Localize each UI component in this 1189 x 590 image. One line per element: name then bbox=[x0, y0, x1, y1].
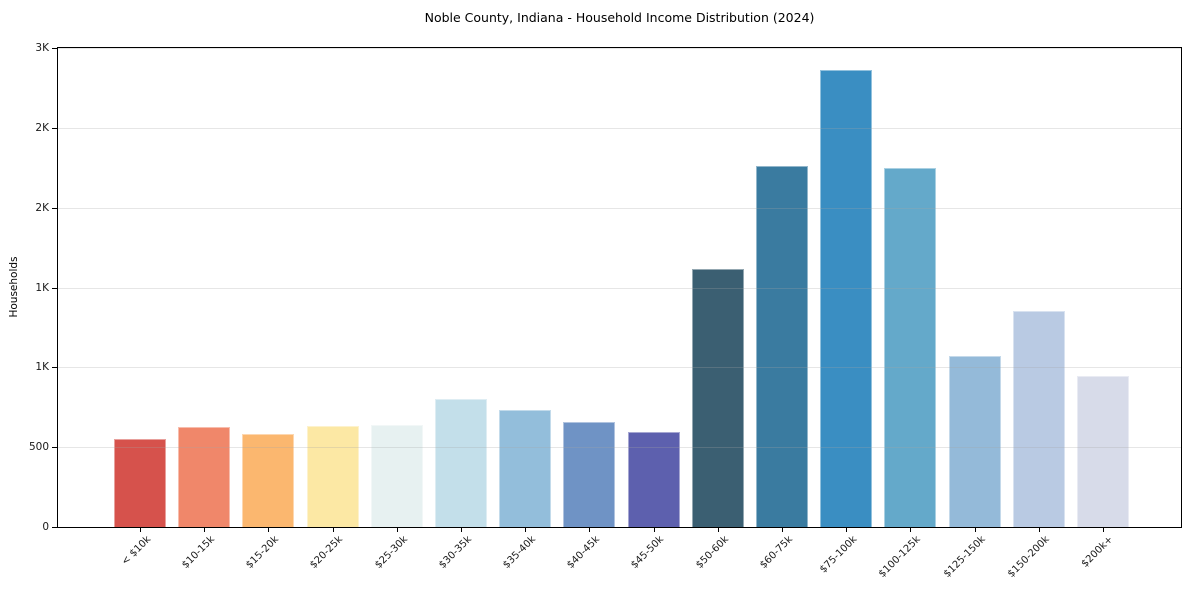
chart-title: Noble County, Indiana - Household Income… bbox=[424, 10, 815, 25]
x-tick bbox=[140, 528, 142, 532]
x-tick bbox=[204, 528, 206, 532]
gridline bbox=[58, 367, 1181, 369]
bar bbox=[948, 356, 1001, 527]
x-tick-label: $75-100k bbox=[817, 534, 859, 576]
gridline bbox=[58, 48, 1181, 49]
bar-slot: $75-100k bbox=[814, 48, 878, 575]
x-tick-label: $200k+ bbox=[1079, 534, 1116, 570]
bar-slot: $35-40k bbox=[493, 48, 557, 571]
x-tick bbox=[846, 528, 848, 532]
bar bbox=[178, 427, 231, 527]
x-tick bbox=[781, 528, 783, 532]
bar-slot: $60-75k bbox=[750, 48, 814, 571]
bar bbox=[1076, 376, 1129, 527]
bar-slot: $40-45k bbox=[557, 48, 621, 571]
x-tick bbox=[461, 528, 463, 532]
bar bbox=[1012, 310, 1065, 527]
bar bbox=[820, 69, 873, 527]
x-tick-label: $35-40k bbox=[501, 534, 538, 571]
x-tick-label: $10-15k bbox=[180, 534, 218, 571]
y-tick bbox=[52, 127, 57, 129]
x-tick bbox=[653, 528, 655, 532]
x-tick-label: < $10k bbox=[119, 534, 153, 568]
bar-slot: $30-35k bbox=[429, 48, 493, 571]
bar bbox=[114, 439, 167, 527]
x-tick bbox=[910, 528, 912, 532]
bar-slot: $50-60k bbox=[686, 48, 750, 571]
bar bbox=[370, 424, 423, 527]
bar bbox=[242, 433, 295, 527]
bar-slot: $125-150k bbox=[941, 48, 1006, 580]
x-tick-label: $150-200k bbox=[1005, 534, 1052, 580]
bar bbox=[306, 425, 359, 527]
x-tick-label: $100-125k bbox=[877, 534, 924, 580]
y-tick bbox=[52, 527, 57, 528]
x-tick-label: $25-30k bbox=[372, 534, 410, 571]
plot-area: < $10k $10-15k $15-20k $20-25k $25-30k $30-35… bbox=[29, 42, 1182, 580]
x-tick bbox=[1102, 528, 1104, 532]
y-tick-label: 1K bbox=[35, 361, 49, 374]
bar bbox=[691, 269, 744, 527]
y-tick-label: 2K bbox=[35, 121, 49, 134]
x-tick-label: $60-75k bbox=[757, 534, 795, 571]
gridline bbox=[58, 447, 1181, 449]
x-tick-label: $30-35k bbox=[436, 534, 474, 571]
x-tick bbox=[589, 528, 591, 532]
bar-slot: $200k+ bbox=[1071, 48, 1135, 570]
bar-slot: $150-200k bbox=[1006, 48, 1071, 580]
y-tick-label: 1K bbox=[35, 281, 49, 294]
y-axis-label: Households bbox=[8, 256, 20, 318]
bar bbox=[627, 432, 680, 527]
x-tick bbox=[717, 528, 719, 532]
bar bbox=[563, 421, 616, 527]
x-tick-label: $50-60k bbox=[693, 534, 731, 571]
y-tick bbox=[52, 207, 57, 209]
x-tick-label: $15-20k bbox=[244, 534, 282, 571]
y-tick bbox=[52, 447, 57, 449]
x-tick bbox=[332, 528, 334, 532]
bar-slot: < $10k bbox=[108, 48, 172, 568]
y-tick bbox=[52, 287, 57, 289]
x-tick-label: $125-150k bbox=[941, 534, 988, 580]
y-tick-label: 2K bbox=[35, 201, 49, 214]
bar bbox=[755, 166, 808, 527]
bars-container: < $10k $10-15k $15-20k $20-25k $25-30k $30-35… bbox=[58, 48, 1181, 580]
bar-slot: $10-15k bbox=[172, 48, 236, 571]
x-tick bbox=[396, 528, 398, 532]
y-tick bbox=[52, 367, 57, 369]
y-tick-label: 500 bbox=[28, 441, 49, 454]
bar bbox=[499, 409, 552, 527]
gridline bbox=[58, 127, 1181, 129]
bar-slot: $45-50k bbox=[622, 48, 686, 571]
bar-slot: $20-25k bbox=[301, 48, 365, 571]
x-tick-label: $40-45k bbox=[565, 534, 603, 571]
x-tick-label: $20-25k bbox=[308, 534, 346, 571]
x-tick bbox=[1038, 528, 1040, 532]
x-tick bbox=[525, 528, 527, 532]
bar bbox=[884, 167, 937, 527]
bar bbox=[435, 399, 488, 527]
x-tick-label: $45-50k bbox=[629, 534, 667, 571]
gridline bbox=[58, 287, 1181, 289]
x-tick bbox=[974, 528, 976, 532]
gridline bbox=[58, 207, 1181, 209]
bar-slot: $25-30k bbox=[365, 48, 429, 571]
y-tick-label: 0 bbox=[42, 521, 49, 533]
x-tick bbox=[268, 528, 270, 532]
bar-slot: $15-20k bbox=[236, 48, 300, 571]
bar-slot: $100-125k bbox=[877, 48, 942, 580]
y-tick-label: 3K bbox=[35, 42, 49, 54]
y-tick bbox=[52, 48, 57, 49]
